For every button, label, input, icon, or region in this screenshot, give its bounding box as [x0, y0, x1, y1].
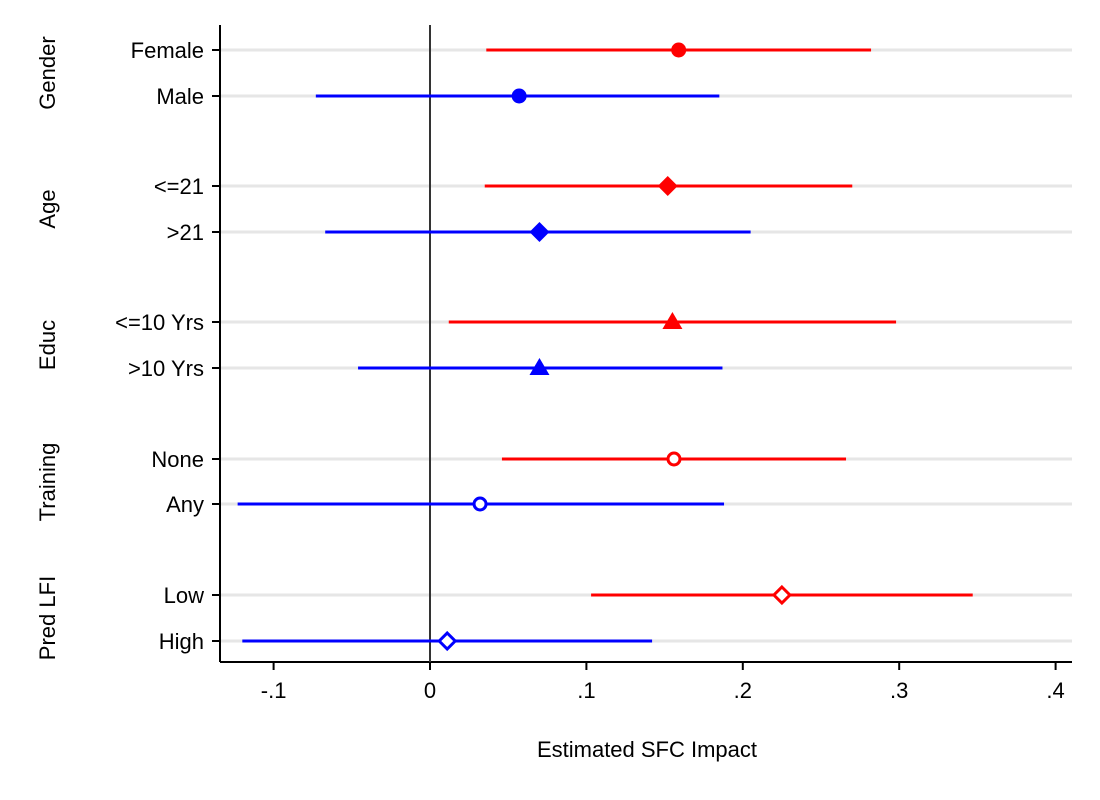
- point-estimate-marker: [657, 176, 678, 196]
- group-label: Training: [35, 443, 60, 522]
- point-estimate-marker: [472, 496, 488, 512]
- axis-labels: Estimated SFC Impact -.1 0 .1 .2 .3 .4 Gender F…: [35, 36, 1065, 762]
- row-label: <=21: [154, 174, 204, 199]
- x-tick-label: .3: [890, 678, 908, 703]
- x-tick-label: .2: [734, 678, 752, 703]
- x-tick-label: .4: [1046, 678, 1064, 703]
- grid-lines: [220, 48, 1072, 643]
- x-axis-title: Estimated SFC Impact: [537, 737, 757, 762]
- group-label: Age: [35, 189, 60, 228]
- row-label: Male: [156, 84, 204, 109]
- group-label: Educ: [35, 320, 60, 370]
- x-tick-label: 0: [424, 678, 436, 703]
- group-label: Pred LFI: [35, 576, 60, 660]
- point-estimate-marker: [662, 312, 683, 329]
- group-label: Gender: [35, 36, 60, 109]
- point-estimate-marker: [671, 42, 687, 58]
- point-estimate-marker: [666, 451, 682, 467]
- point-estimate-marker: [437, 630, 458, 652]
- row-label: High: [159, 629, 204, 654]
- axes: [212, 25, 1072, 670]
- plot-area: [237, 42, 973, 652]
- row-label: >21: [167, 220, 204, 245]
- row-label: Any: [166, 492, 204, 517]
- point-estimate-marker: [529, 222, 550, 242]
- point-estimate-marker: [529, 358, 550, 375]
- point-estimate-marker: [511, 88, 527, 104]
- row-label: Low: [164, 583, 204, 608]
- row-label: Female: [131, 38, 204, 63]
- row-label: <=10 Yrs: [115, 310, 204, 335]
- x-tick-label: -.1: [261, 678, 287, 703]
- row-label: >10 Yrs: [128, 356, 204, 381]
- x-tick-label: .1: [577, 678, 595, 703]
- row-label: None: [151, 447, 204, 472]
- point-estimate-marker: [771, 584, 793, 606]
